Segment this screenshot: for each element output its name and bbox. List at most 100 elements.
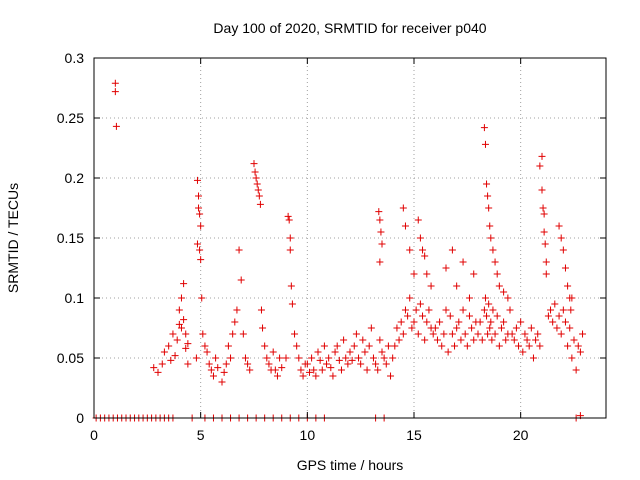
- data-point: [284, 212, 292, 220]
- data-point: [335, 356, 343, 364]
- x-tick-label: 20: [513, 427, 529, 443]
- data-point: [502, 336, 510, 344]
- data-point: [555, 222, 563, 230]
- data-point: [331, 348, 339, 356]
- data-point: [218, 378, 226, 386]
- data-point: [431, 324, 439, 332]
- data-point: [459, 258, 467, 266]
- data-point: [196, 210, 204, 218]
- data-point: [425, 306, 433, 314]
- data-point: [427, 282, 435, 290]
- data-point: [567, 306, 575, 314]
- data-point: [480, 306, 488, 314]
- data-point: [519, 348, 527, 356]
- data-point: [361, 348, 369, 356]
- data-point: [412, 306, 420, 314]
- data-point: [540, 210, 548, 218]
- data-point: [539, 204, 547, 212]
- data-point: [457, 336, 465, 344]
- data-point: [541, 240, 549, 248]
- data-point: [285, 216, 293, 224]
- data-point: [478, 336, 486, 344]
- data-point: [269, 348, 277, 356]
- data-point: [287, 282, 295, 290]
- data-point: [393, 324, 401, 332]
- data-point: [222, 360, 230, 368]
- data-point: [251, 168, 259, 176]
- data-point: [391, 342, 399, 350]
- data-point: [495, 342, 503, 350]
- data-point: [263, 354, 271, 362]
- data-point: [484, 330, 492, 338]
- data-point: [401, 306, 409, 314]
- data-point: [348, 356, 356, 364]
- data-point: [378, 240, 386, 248]
- data-point: [365, 342, 373, 350]
- data-point: [310, 366, 318, 374]
- data-point: [399, 330, 407, 338]
- data-point: [282, 354, 290, 362]
- data-point: [557, 330, 565, 338]
- data-point: [486, 222, 494, 230]
- data-point: [401, 222, 409, 230]
- data-point: [160, 348, 168, 356]
- data-point: [487, 234, 495, 242]
- data-point: [491, 258, 499, 266]
- data-point: [476, 318, 484, 326]
- data-point: [451, 342, 459, 350]
- data-point: [376, 258, 384, 266]
- data-point: [150, 364, 158, 372]
- data-point: [561, 318, 569, 326]
- data-point: [327, 364, 335, 372]
- data-point: [256, 200, 264, 208]
- data-point: [489, 246, 497, 254]
- y-tick-label: 0.1: [65, 290, 85, 306]
- data-point: [357, 360, 365, 368]
- data-point: [340, 336, 348, 344]
- data-point: [308, 354, 316, 362]
- data-point: [486, 324, 494, 332]
- data-point: [233, 306, 241, 314]
- data-point: [564, 342, 572, 350]
- data-point: [158, 360, 166, 368]
- data-point: [446, 312, 454, 320]
- data-point: [438, 342, 446, 350]
- data-point: [271, 366, 279, 374]
- axis-ticks: 0 5 10 15 20 0 0.05 0.1 0.15 0.2 0.25 0.3: [57, 50, 606, 443]
- data-point: [288, 300, 296, 308]
- data-point: [184, 360, 192, 368]
- data-point: [209, 372, 217, 380]
- data-point: [419, 312, 427, 320]
- data-point: [276, 354, 284, 362]
- data-point: [557, 234, 565, 242]
- data-point: [265, 360, 273, 368]
- data-point: [207, 366, 215, 374]
- data-point: [363, 366, 371, 374]
- data-point: [453, 324, 461, 332]
- y-tick-label: 0.2: [65, 170, 85, 186]
- data-point: [459, 306, 467, 314]
- data-point: [352, 330, 360, 338]
- data-point: [346, 348, 354, 356]
- data-point: [559, 246, 567, 254]
- data-point: [493, 270, 501, 278]
- data-point: [484, 192, 492, 200]
- data-point: [350, 342, 358, 350]
- data-point: [568, 354, 576, 362]
- x-tick-label: 15: [406, 427, 422, 443]
- y-tick-label: 0.05: [57, 350, 84, 366]
- data-point: [547, 306, 555, 314]
- data-point: [406, 246, 414, 254]
- data-point: [323, 360, 331, 368]
- data-point: [433, 336, 441, 344]
- data-point: [295, 354, 303, 362]
- x-axis-label: GPS time / hours: [297, 457, 404, 473]
- data-point: [197, 222, 205, 230]
- data-point: [523, 336, 531, 344]
- data-point: [231, 318, 239, 326]
- data-point: [167, 356, 175, 364]
- data-point: [372, 360, 380, 368]
- data-point: [169, 330, 177, 338]
- data-point: [314, 348, 322, 356]
